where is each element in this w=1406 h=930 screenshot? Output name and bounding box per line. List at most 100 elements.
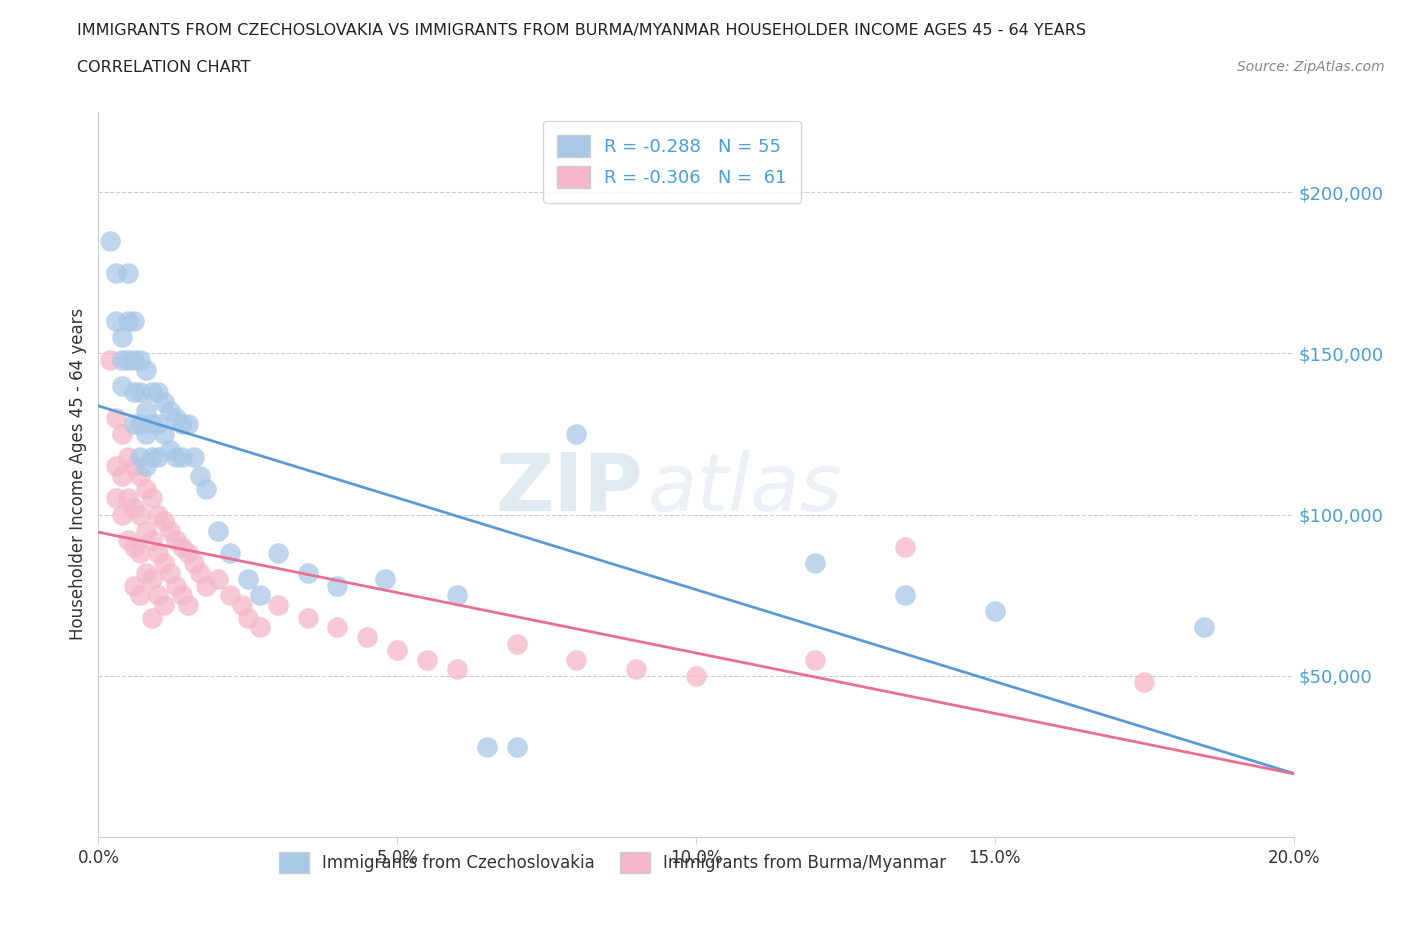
Y-axis label: Householder Income Ages 45 - 64 years: Householder Income Ages 45 - 64 years bbox=[69, 308, 87, 641]
Point bbox=[177, 417, 200, 432]
Point bbox=[105, 410, 128, 425]
Point bbox=[124, 385, 146, 400]
Point bbox=[141, 572, 163, 587]
Point bbox=[177, 546, 200, 561]
Point bbox=[219, 588, 242, 603]
Point bbox=[105, 458, 128, 473]
Point bbox=[374, 572, 396, 587]
Point bbox=[141, 533, 163, 548]
Point bbox=[165, 410, 187, 425]
Point bbox=[148, 546, 170, 561]
Point bbox=[165, 449, 187, 464]
Point bbox=[416, 652, 439, 667]
Point bbox=[506, 636, 529, 651]
Point bbox=[236, 572, 259, 587]
Point bbox=[267, 546, 290, 561]
Point bbox=[111, 330, 134, 345]
Point bbox=[297, 565, 319, 580]
Point bbox=[804, 555, 827, 570]
Point bbox=[148, 417, 170, 432]
Point bbox=[1192, 620, 1215, 635]
Point bbox=[124, 313, 146, 328]
Point bbox=[111, 469, 134, 484]
Point bbox=[188, 565, 211, 580]
Point bbox=[177, 597, 200, 612]
Point bbox=[135, 362, 157, 377]
Point bbox=[111, 379, 134, 393]
Point bbox=[129, 469, 152, 484]
Text: IMMIGRANTS FROM CZECHOSLOVAKIA VS IMMIGRANTS FROM BURMA/MYANMAR HOUSEHOLDER INCO: IMMIGRANTS FROM CZECHOSLOVAKIA VS IMMIGR… bbox=[77, 23, 1087, 38]
Point bbox=[117, 449, 139, 464]
Point bbox=[135, 427, 157, 442]
Point bbox=[236, 610, 259, 625]
Point bbox=[124, 500, 146, 515]
Point bbox=[153, 513, 176, 528]
Point bbox=[129, 385, 152, 400]
Point bbox=[124, 417, 146, 432]
Point bbox=[219, 546, 242, 561]
Point bbox=[148, 385, 170, 400]
Point bbox=[135, 458, 157, 473]
Point bbox=[124, 458, 146, 473]
Point bbox=[894, 588, 917, 603]
Point bbox=[141, 417, 163, 432]
Point bbox=[804, 652, 827, 667]
Point bbox=[135, 565, 157, 580]
Point bbox=[148, 507, 170, 522]
Point bbox=[124, 352, 146, 367]
Point bbox=[129, 588, 152, 603]
Point bbox=[129, 352, 152, 367]
Point bbox=[172, 588, 194, 603]
Point bbox=[105, 491, 128, 506]
Point bbox=[231, 597, 253, 612]
Point bbox=[207, 524, 229, 538]
Point bbox=[506, 739, 529, 754]
Point bbox=[124, 578, 146, 593]
Point bbox=[117, 491, 139, 506]
Point bbox=[153, 394, 176, 409]
Point bbox=[446, 588, 468, 603]
Point bbox=[188, 469, 211, 484]
Point bbox=[129, 546, 152, 561]
Point bbox=[565, 427, 588, 442]
Point bbox=[172, 449, 194, 464]
Text: Source: ZipAtlas.com: Source: ZipAtlas.com bbox=[1237, 60, 1385, 74]
Point bbox=[172, 539, 194, 554]
Text: CORRELATION CHART: CORRELATION CHART bbox=[77, 60, 250, 75]
Point bbox=[249, 620, 271, 635]
Point bbox=[326, 578, 349, 593]
Point bbox=[135, 482, 157, 497]
Legend: Immigrants from Czechoslovakia, Immigrants from Burma/Myanmar: Immigrants from Czechoslovakia, Immigran… bbox=[271, 845, 953, 880]
Point bbox=[135, 524, 157, 538]
Point bbox=[98, 352, 122, 367]
Point bbox=[153, 597, 176, 612]
Point bbox=[183, 449, 205, 464]
Point bbox=[117, 313, 139, 328]
Point bbox=[159, 565, 181, 580]
Point bbox=[98, 233, 122, 248]
Point bbox=[685, 669, 707, 684]
Point bbox=[141, 385, 163, 400]
Point bbox=[105, 313, 128, 328]
Point bbox=[153, 427, 176, 442]
Point bbox=[165, 578, 187, 593]
Point bbox=[984, 604, 1007, 618]
Point bbox=[141, 491, 163, 506]
Point bbox=[1133, 675, 1156, 690]
Point bbox=[565, 652, 588, 667]
Point bbox=[148, 449, 170, 464]
Point bbox=[195, 482, 218, 497]
Point bbox=[356, 630, 378, 644]
Point bbox=[135, 404, 157, 418]
Point bbox=[326, 620, 349, 635]
Point bbox=[249, 588, 271, 603]
Point bbox=[148, 588, 170, 603]
Point bbox=[117, 352, 139, 367]
Point bbox=[207, 572, 229, 587]
Point bbox=[475, 739, 498, 754]
Point bbox=[297, 610, 319, 625]
Point bbox=[159, 524, 181, 538]
Point bbox=[129, 449, 152, 464]
Point bbox=[159, 443, 181, 458]
Point bbox=[153, 555, 176, 570]
